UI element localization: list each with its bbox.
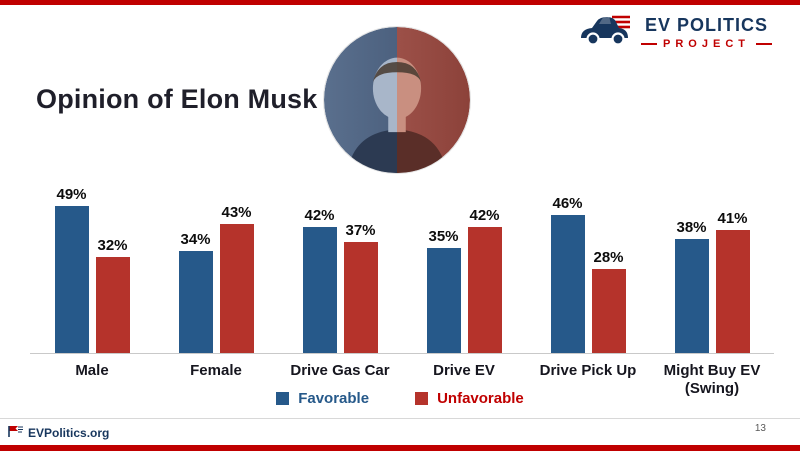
bar-unfavorable — [467, 227, 502, 353]
bar-value-label: 37% — [345, 222, 376, 239]
bar-wrap: 42% — [467, 207, 502, 353]
bar-wrap: 38% — [674, 219, 709, 353]
bar-value-label: 42% — [304, 207, 335, 224]
bar-value-label: 35% — [428, 228, 459, 245]
car-icon — [579, 12, 633, 53]
category-label: Drive EV — [433, 362, 495, 379]
logo-line1: EV POLITICS — [645, 15, 769, 35]
top-accent-rule — [0, 0, 800, 5]
bar-pair: 42% 37% — [302, 182, 378, 353]
bar-wrap: 37% — [343, 222, 378, 353]
bar-pair: 46% 28% — [550, 182, 626, 353]
bar-chart: 49% 32% Male 34% 43% Female 42% 37% Drive Gas Ca… — [30, 182, 774, 398]
bar-value-label: 42% — [469, 207, 500, 224]
bar-favorable — [674, 239, 709, 353]
bar-group: 42% 37% Drive Gas Car — [278, 182, 402, 398]
bar-unfavorable — [219, 224, 254, 353]
bar-group: 46% 28% Drive Pick Up — [526, 182, 650, 398]
bar-wrap: 43% — [219, 204, 254, 353]
logo-line2-word: PROJECT — [663, 38, 750, 50]
category-label: Drive Pick Up — [539, 362, 637, 379]
bar-wrap: 41% — [715, 210, 750, 353]
footer-divider — [0, 418, 800, 419]
bar-wrap: 49% — [54, 186, 89, 353]
bar-favorable — [426, 248, 461, 353]
category-label: Might Buy EV (Swing) — [663, 362, 761, 397]
bar-favorable — [54, 206, 89, 353]
bar-pair: 49% 32% — [54, 182, 130, 353]
bar-group: 34% 43% Female — [154, 182, 278, 398]
legend-item-unfavorable: Unfavorable — [415, 390, 524, 407]
bar-wrap: 35% — [426, 228, 461, 353]
legend-label-favorable: Favorable — [298, 390, 370, 407]
bar-value-label: 46% — [552, 195, 583, 212]
category-label: Female — [190, 362, 242, 379]
bar-wrap: 32% — [95, 237, 130, 353]
bar-pair: 35% 42% — [426, 182, 502, 353]
bar-favorable — [302, 227, 337, 353]
bar-group: 35% 42% Drive EV — [402, 182, 526, 398]
logo-text: EV POLITICS PROJECT — [641, 15, 772, 50]
bar-wrap: 42% — [302, 207, 337, 353]
chart-baseline — [30, 353, 774, 354]
page-title: Opinion of Elon Musk — [36, 84, 318, 114]
logo-dash-right — [756, 43, 772, 45]
bar-pair: 38% 41% — [674, 182, 750, 353]
bar-group: 38% 41% Might Buy EV (Swing) — [650, 182, 774, 398]
legend-item-favorable: Favorable — [276, 390, 369, 407]
legend-swatch-unfavorable — [415, 392, 429, 405]
bar-unfavorable — [591, 269, 626, 353]
bar-group: 49% 32% Male — [30, 182, 154, 398]
legend-label-unfavorable: Unfavorable — [437, 390, 524, 407]
bar-unfavorable — [95, 257, 130, 353]
legend-swatch-favorable — [276, 392, 290, 405]
bar-favorable — [550, 215, 585, 353]
bar-value-label: 43% — [221, 204, 252, 221]
bar-unfavorable — [343, 242, 378, 353]
elon-musk-photo — [324, 27, 470, 173]
bar-value-label: 49% — [56, 186, 87, 203]
bar-unfavorable — [715, 230, 750, 353]
bar-wrap: 46% — [550, 195, 585, 353]
logo-dash-left — [641, 43, 658, 45]
chart-legend: Favorable Unfavorable — [0, 390, 800, 407]
footer-brand-text: EVPolitics.org — [28, 426, 110, 440]
bar-wrap: 28% — [591, 249, 626, 353]
bar-value-label: 34% — [180, 231, 211, 248]
bar-value-label: 32% — [97, 237, 128, 254]
category-label: Male — [75, 362, 109, 379]
bar-value-label: 38% — [676, 219, 707, 236]
bar-favorable — [178, 251, 213, 353]
bar-wrap: 34% — [178, 231, 213, 353]
bar-value-label: 28% — [593, 249, 624, 266]
category-label: Drive Gas Car — [290, 362, 390, 379]
ev-politics-logo: EV POLITICS PROJECT — [579, 12, 772, 53]
logo-line2: PROJECT — [641, 38, 772, 50]
page-number: 13 — [754, 423, 766, 434]
bottom-accent-rule — [0, 445, 800, 451]
flag-icon — [8, 424, 24, 442]
bar-value-label: 41% — [717, 210, 748, 227]
footer-brand: EVPolitics.org — [8, 424, 109, 442]
bar-pair: 34% 43% — [178, 182, 254, 353]
